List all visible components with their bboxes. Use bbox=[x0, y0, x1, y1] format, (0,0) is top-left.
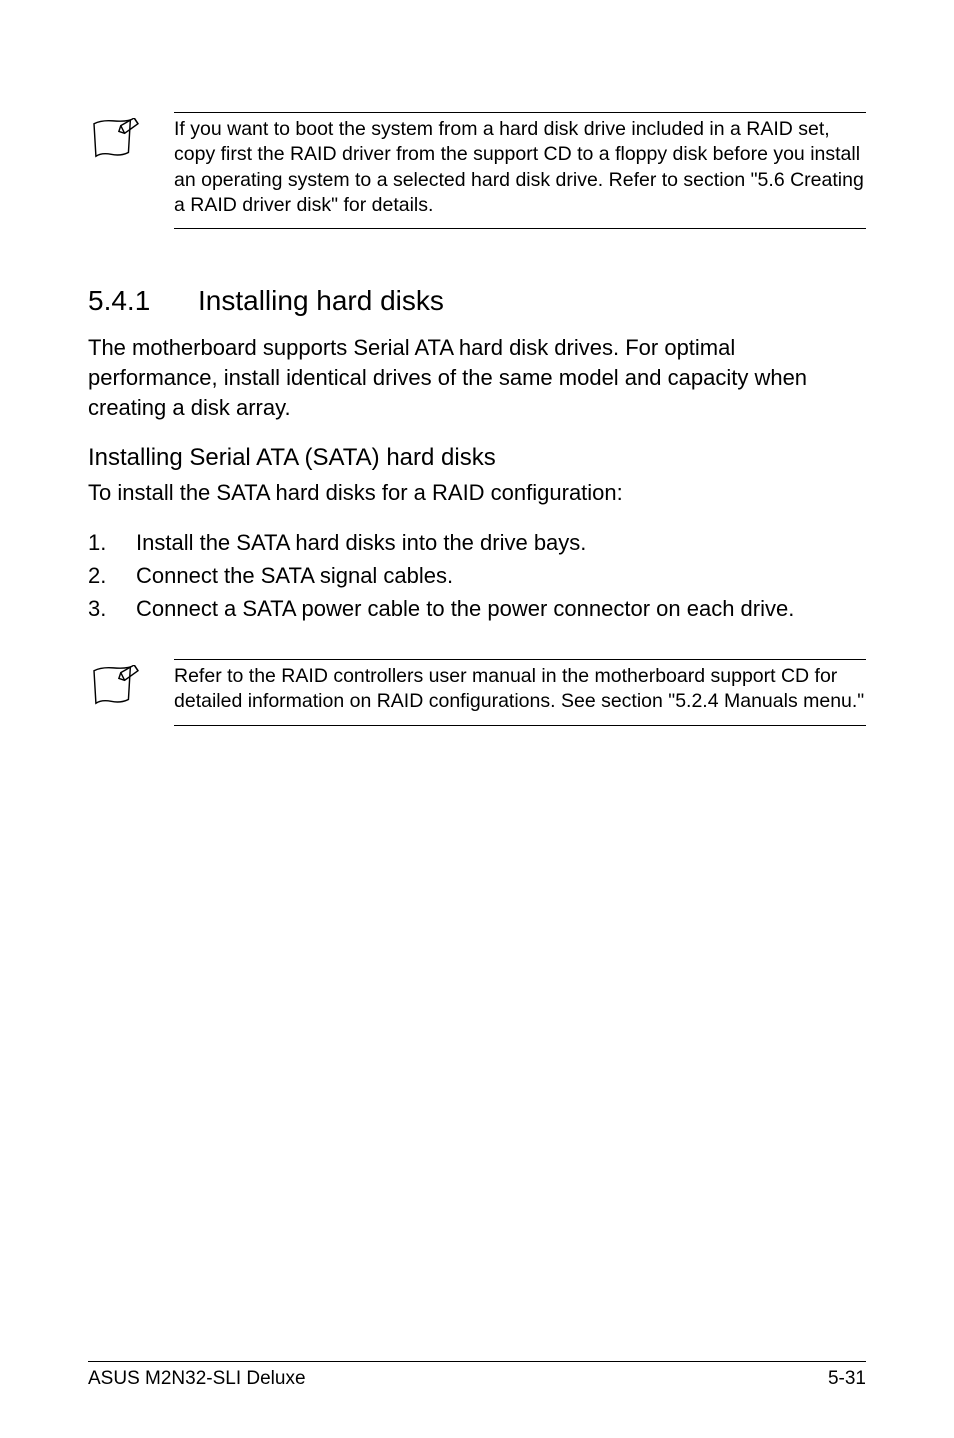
note-icon bbox=[88, 659, 156, 714]
note-text: If you want to boot the system from a ha… bbox=[174, 117, 866, 218]
page-footer: ASUS M2N32-SLI Deluxe 5-31 bbox=[88, 1361, 866, 1390]
steps-list: 1. Install the SATA hard disks into the … bbox=[88, 526, 866, 625]
paper-pencil-icon bbox=[92, 665, 140, 709]
page: If you want to boot the system from a ha… bbox=[0, 0, 954, 1438]
subsection-heading: Installing Serial ATA (SATA) hard disks bbox=[88, 444, 866, 472]
section-number: 5.4.1 bbox=[88, 285, 198, 317]
step-text: Install the SATA hard disks into the dri… bbox=[136, 526, 586, 559]
step-item: 2. Connect the SATA signal cables. bbox=[88, 559, 866, 592]
section-heading: 5.4.1 Installing hard disks bbox=[88, 285, 866, 317]
step-text: Connect a SATA power cable to the power … bbox=[136, 592, 794, 625]
section-title: Installing hard disks bbox=[198, 285, 444, 317]
note-icon bbox=[88, 112, 156, 167]
section-body: The motherboard supports Serial ATA hard… bbox=[88, 333, 866, 422]
footer-left: ASUS M2N32-SLI Deluxe bbox=[88, 1368, 306, 1390]
step-item: 3. Connect a SATA power cable to the pow… bbox=[88, 592, 866, 625]
step-number: 2. bbox=[88, 559, 136, 592]
note-text-container: If you want to boot the system from a ha… bbox=[174, 112, 866, 229]
note-block-1: If you want to boot the system from a ha… bbox=[88, 112, 866, 229]
step-number: 1. bbox=[88, 526, 136, 559]
note-text-container: Refer to the RAID controllers user manua… bbox=[174, 659, 866, 726]
step-number: 3. bbox=[88, 592, 136, 625]
footer-right: 5-31 bbox=[828, 1368, 866, 1390]
note-block-2: Refer to the RAID controllers user manua… bbox=[88, 659, 866, 726]
step-text: Connect the SATA signal cables. bbox=[136, 559, 453, 592]
step-item: 1. Install the SATA hard disks into the … bbox=[88, 526, 866, 559]
note-text: Refer to the RAID controllers user manua… bbox=[174, 664, 866, 715]
paper-pencil-icon bbox=[92, 118, 140, 162]
subsection-intro: To install the SATA hard disks for a RAI… bbox=[88, 478, 866, 508]
